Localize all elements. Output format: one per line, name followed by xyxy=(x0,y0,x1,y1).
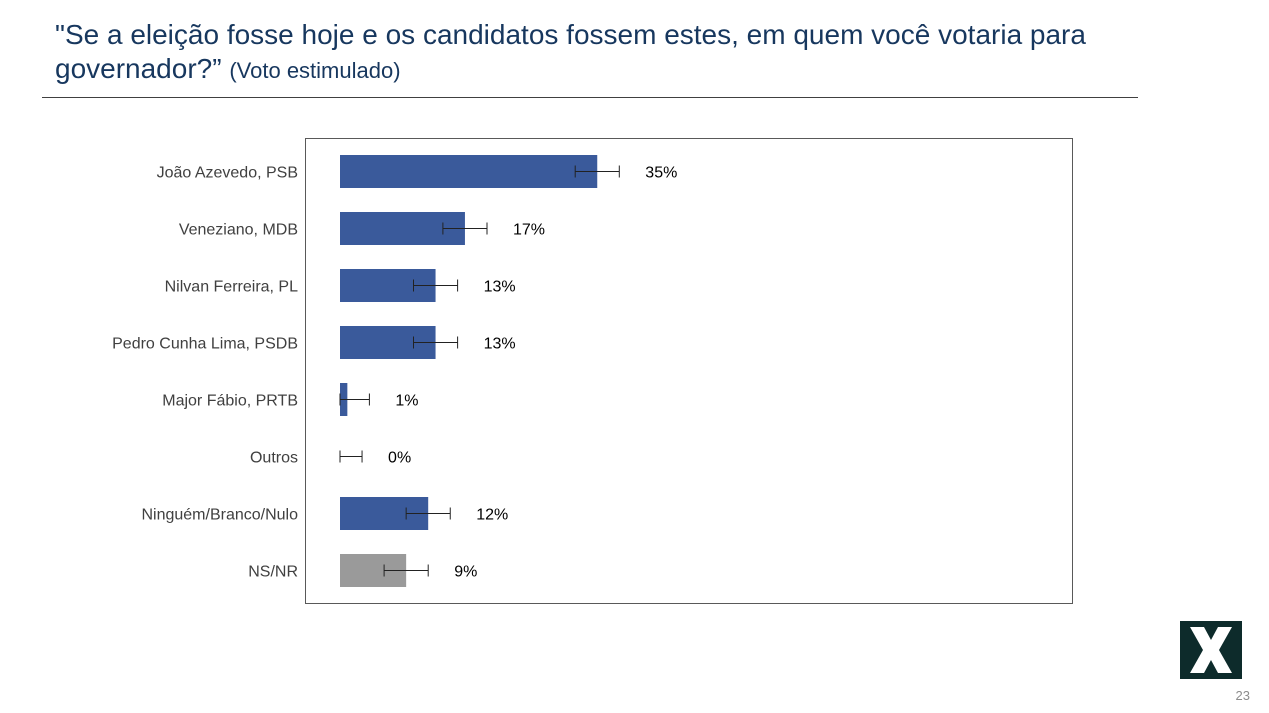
category-label: Nilvan Ferreira, PL xyxy=(165,279,298,296)
category-label: Pedro Cunha Lima, PSDB xyxy=(112,336,298,353)
category-label: Ninguém/Branco/Nulo xyxy=(141,507,298,524)
title-subtitle: (Voto estimulado) xyxy=(229,58,401,83)
title-main: "Se a eleição fosse hoje e os candidatos… xyxy=(55,19,1086,84)
data-label: 0% xyxy=(388,450,411,467)
bar xyxy=(340,155,598,188)
data-label: 13% xyxy=(484,336,516,353)
slide-title: "Se a eleição fosse hoje e os candidatos… xyxy=(55,18,1145,88)
x-logo-icon xyxy=(1180,621,1242,679)
category-label: NS/NR xyxy=(248,564,298,581)
page-number: 23 xyxy=(1235,688,1250,703)
data-label: 35% xyxy=(645,165,677,182)
data-label: 12% xyxy=(476,507,508,524)
data-label: 17% xyxy=(513,222,545,239)
category-label: Veneziano, MDB xyxy=(179,222,298,239)
data-label: 9% xyxy=(454,564,477,581)
data-label: 13% xyxy=(484,279,516,296)
category-label: Outros xyxy=(250,450,298,467)
chart-frame xyxy=(305,138,1073,604)
title-divider xyxy=(42,97,1138,98)
data-label: 1% xyxy=(395,393,418,410)
category-label: Major Fábio, PRTB xyxy=(162,393,298,410)
category-label: João Azevedo, PSB xyxy=(157,165,298,182)
